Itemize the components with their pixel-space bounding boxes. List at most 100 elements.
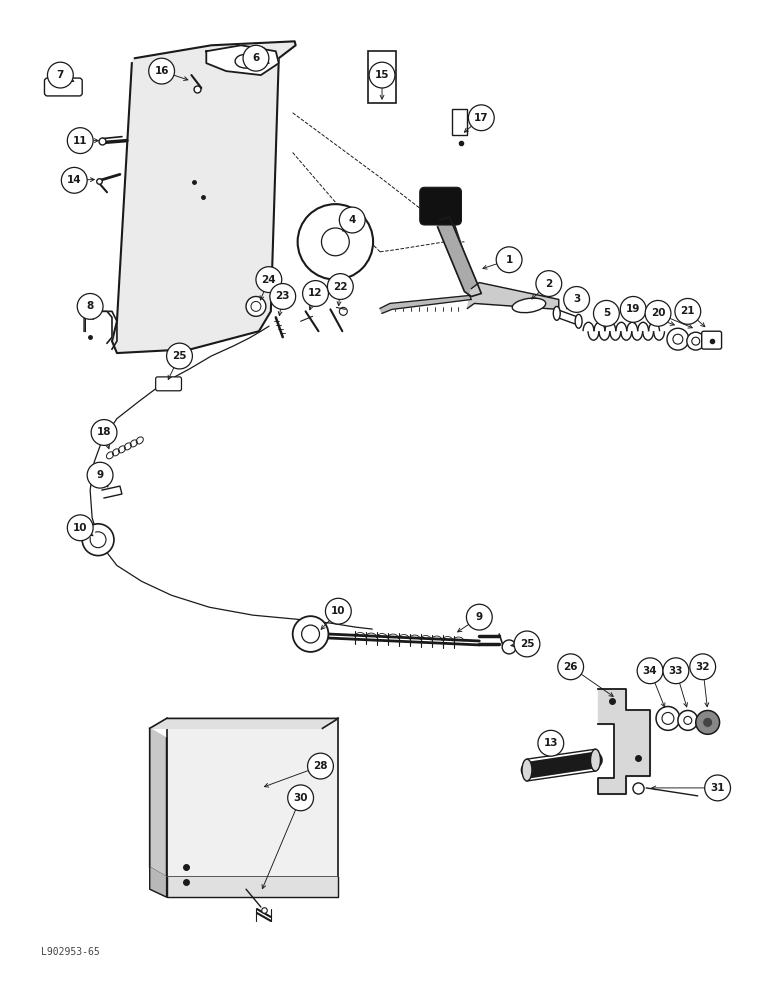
Circle shape [67,128,93,154]
Text: 21: 21 [681,306,695,316]
Circle shape [256,267,282,293]
Text: 9: 9 [96,470,103,480]
Circle shape [326,598,351,624]
Polygon shape [85,311,112,343]
Circle shape [298,204,373,280]
Circle shape [303,281,328,306]
Polygon shape [598,689,650,794]
Text: 33: 33 [669,666,683,676]
Circle shape [149,58,174,84]
FancyBboxPatch shape [420,187,462,225]
Circle shape [327,274,354,299]
FancyBboxPatch shape [45,78,82,96]
Circle shape [690,654,716,680]
Circle shape [675,298,701,324]
Text: 31: 31 [710,783,725,793]
Circle shape [502,640,516,654]
Circle shape [663,658,689,684]
Polygon shape [112,41,296,353]
Polygon shape [467,283,559,309]
Text: 9: 9 [476,612,483,622]
Circle shape [167,343,192,369]
FancyBboxPatch shape [156,377,181,391]
Ellipse shape [513,298,546,313]
Circle shape [514,631,540,657]
FancyBboxPatch shape [452,109,467,135]
Circle shape [243,45,269,71]
Text: 23: 23 [276,291,290,301]
Text: 25: 25 [520,639,534,649]
Circle shape [270,284,296,309]
Circle shape [288,785,313,811]
Circle shape [91,420,117,445]
Circle shape [703,717,713,727]
Circle shape [47,62,73,88]
Polygon shape [167,718,338,877]
Text: L902953-65: L902953-65 [40,947,100,957]
Text: 2: 2 [545,279,553,289]
Circle shape [696,710,720,734]
Text: 10: 10 [73,523,87,533]
Circle shape [687,332,705,350]
Ellipse shape [591,749,601,771]
Circle shape [307,753,334,779]
Polygon shape [438,217,481,296]
Text: 34: 34 [643,666,658,676]
Text: 28: 28 [313,761,328,771]
Polygon shape [150,867,167,897]
Text: 18: 18 [96,427,111,437]
Ellipse shape [554,306,560,320]
Circle shape [369,62,395,88]
Circle shape [557,654,584,680]
Polygon shape [102,486,122,498]
Text: 32: 32 [696,662,710,672]
Polygon shape [167,877,338,897]
Text: 17: 17 [474,113,489,123]
Text: 16: 16 [154,66,169,76]
Circle shape [293,616,328,652]
Circle shape [87,462,113,488]
Text: 6: 6 [252,53,259,63]
Text: 1: 1 [506,255,513,265]
Circle shape [496,247,522,273]
Circle shape [536,271,562,296]
Text: 19: 19 [626,304,641,314]
Text: 30: 30 [293,793,308,803]
FancyBboxPatch shape [702,331,722,349]
Circle shape [645,300,671,326]
Text: 14: 14 [67,175,82,185]
Circle shape [667,328,689,350]
Circle shape [620,296,646,322]
Text: 22: 22 [333,282,347,292]
Text: 15: 15 [374,70,389,80]
Text: 24: 24 [262,275,276,285]
Text: 10: 10 [331,606,346,616]
Ellipse shape [575,314,582,328]
Polygon shape [150,728,167,877]
Text: 5: 5 [603,308,610,318]
Circle shape [594,300,619,326]
Text: 13: 13 [543,738,558,748]
Circle shape [246,296,266,316]
Circle shape [538,730,564,756]
FancyBboxPatch shape [368,51,396,103]
Text: 25: 25 [172,351,187,361]
Text: 7: 7 [56,70,64,80]
Circle shape [564,287,590,312]
Text: 4: 4 [348,215,356,225]
Circle shape [637,658,663,684]
Polygon shape [380,295,472,313]
Circle shape [77,293,103,319]
Circle shape [678,710,698,730]
Text: 11: 11 [73,136,87,146]
Polygon shape [150,718,338,728]
Circle shape [340,207,365,233]
Circle shape [67,515,93,541]
Circle shape [61,167,87,193]
Text: 20: 20 [651,308,665,318]
Circle shape [82,524,114,556]
Circle shape [656,707,680,730]
Circle shape [466,604,493,630]
Circle shape [469,105,494,131]
Text: 26: 26 [564,662,578,672]
